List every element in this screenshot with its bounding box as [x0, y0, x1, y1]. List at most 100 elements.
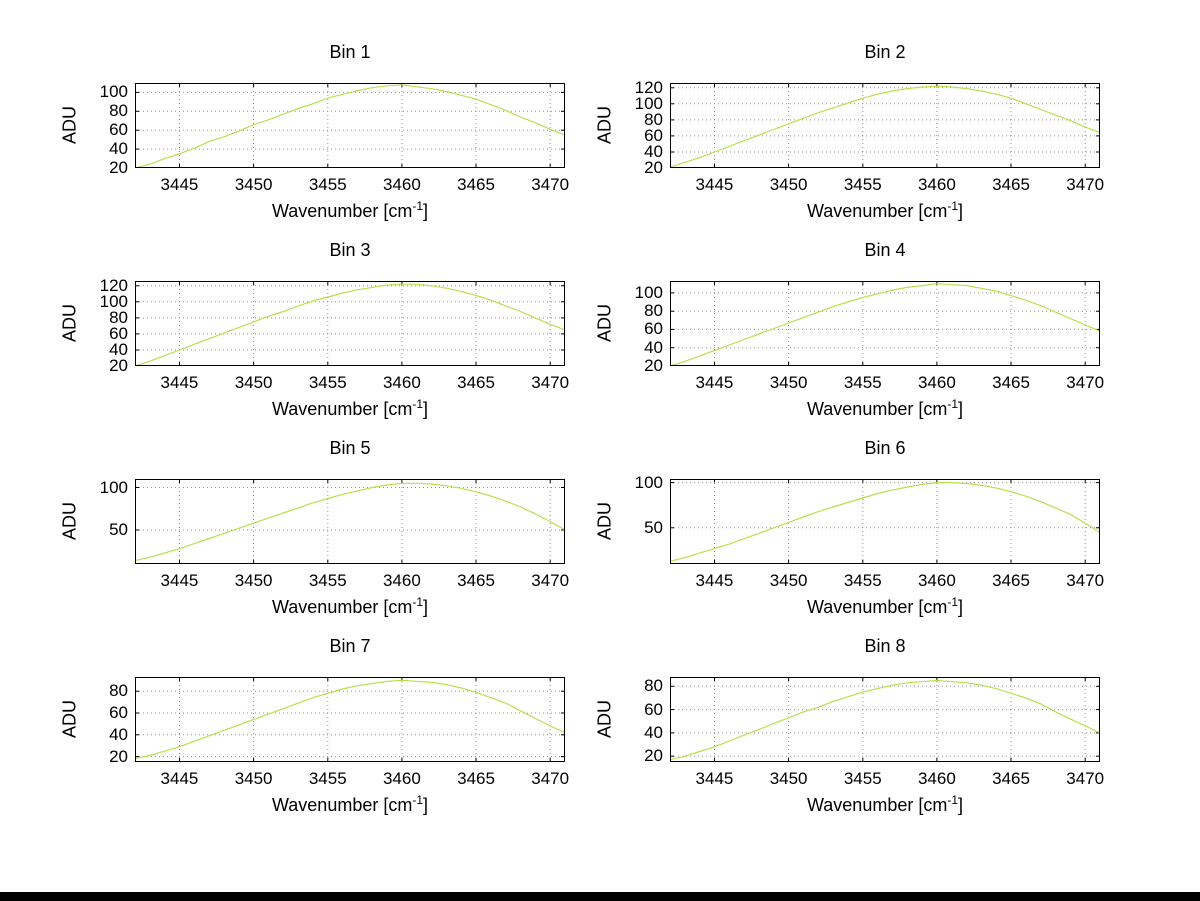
x-axis-label: Wavenumber [cm-1] — [806, 793, 964, 815]
x-tick-label: 3450 — [234, 571, 273, 590]
x-tick-label: 3470 — [531, 373, 570, 392]
y-tick-label: 40 — [109, 339, 128, 359]
x-tick-label: 3465 — [457, 571, 495, 590]
x-tick-label: 3455 — [843, 373, 882, 392]
y-tick-label: 100 — [634, 93, 663, 113]
x-tick-labels: 3445 3450 3455 3460 3465 3470 — [135, 373, 570, 393]
x-tick-label: 3445 — [695, 373, 734, 392]
y-tick-label: 40 — [109, 724, 128, 744]
y-tick-label: 60 — [644, 319, 663, 339]
plot-title: Bin 1 — [329, 42, 371, 62]
y-tick-labels: 50 100 — [575, 473, 663, 564]
y-tick-label: 20 — [644, 158, 663, 177]
x-tick-label: 3445 — [695, 571, 734, 590]
y-tick-labels: 20 40 60 80 100 — [40, 82, 128, 177]
x-tick-label: 3465 — [457, 175, 495, 194]
y-tick-label: 80 — [109, 681, 128, 701]
x-tick-labels: 3445 3450 3455 3460 3465 3470 — [135, 769, 570, 789]
plot-area — [135, 677, 565, 762]
x-tick-label: 3470 — [1066, 373, 1105, 392]
y-tick-label: 100 — [99, 291, 128, 311]
y-tick-labels: 20 40 60 80 — [40, 677, 128, 765]
y-tick-label: 120 — [99, 275, 128, 295]
y-tick-labels: 50 100 — [40, 477, 128, 564]
x-tick-label: 3460 — [917, 373, 956, 392]
plot-title: Bin 6 — [864, 438, 906, 458]
x-tick-label: 3470 — [531, 175, 570, 194]
x-axis-label: Wavenumber [cm-1] — [271, 595, 429, 617]
x-tick-label: 3450 — [769, 373, 808, 392]
y-tick-label: 20 — [109, 356, 128, 375]
x-tick-label: 3465 — [457, 769, 495, 788]
x-tick-label: 3465 — [992, 175, 1030, 194]
y-tick-label: 100 — [99, 82, 128, 102]
subplot-bin-2: Bin 2 ADU 20 40 60 80 100 120 3445 3450 3455 346… — [575, 38, 1135, 238]
y-tick-label: 20 — [644, 356, 663, 375]
x-tick-label: 3450 — [769, 175, 808, 194]
subplot-bin-4: Bin 4 ADU 20 40 60 80 100 3445 3450 3455 3460 34… — [575, 236, 1135, 436]
y-tick-labels: 20 40 60 80 — [575, 676, 663, 766]
x-tick-label: 3465 — [992, 373, 1030, 392]
x-tick-label: 3445 — [160, 175, 199, 194]
y-tick-label: 20 — [644, 746, 663, 766]
x-tick-labels: 3445 3450 3455 3460 3465 3470 — [670, 373, 1105, 393]
x-tick-label: 3460 — [382, 175, 421, 194]
x-tick-label: 3470 — [1066, 571, 1105, 590]
x-tick-label: 3460 — [382, 571, 421, 590]
x-tick-labels: 3445 3450 3455 3460 3465 3470 — [670, 571, 1105, 591]
x-tick-label: 3455 — [308, 373, 347, 392]
x-tick-labels: 3445 3450 3455 3460 3465 3470 — [135, 175, 570, 195]
y-tick-labels: 20 40 60 80 100 120 — [40, 276, 128, 374]
y-tick-label: 40 — [644, 337, 663, 357]
y-tick-label: 80 — [109, 101, 128, 121]
subplot-bin-3: Bin 3 ADU 20 40 60 80 100 120 3445 3450 3455 346… — [40, 236, 600, 436]
x-tick-label: 3455 — [308, 769, 347, 788]
x-tick-label: 3465 — [457, 373, 495, 392]
plot-title: Bin 8 — [864, 636, 906, 656]
x-tick-label: 3445 — [160, 373, 199, 392]
x-tick-labels: 3445 3450 3455 3460 3465 3470 — [670, 175, 1105, 195]
x-tick-labels: 3445 3450 3455 3460 3465 3470 — [135, 571, 570, 591]
x-tick-label: 3455 — [843, 571, 882, 590]
y-tick-label: 80 — [109, 307, 128, 327]
x-tick-label: 3445 — [160, 571, 199, 590]
plot-title: Bin 4 — [864, 240, 906, 260]
y-tick-label: 40 — [644, 141, 663, 161]
x-axis-label: Wavenumber [cm-1] — [271, 397, 429, 419]
x-axis-label: Wavenumber [cm-1] — [806, 595, 964, 617]
subplot-bin-8: Bin 8 ADU 20 40 60 80 3445 3450 3455 3460 3465 3… — [575, 632, 1135, 832]
y-tick-label: 60 — [109, 702, 128, 722]
x-tick-label: 3445 — [695, 769, 734, 788]
y-tick-label: 40 — [109, 139, 128, 159]
x-tick-label: 3455 — [843, 769, 882, 788]
x-axis-label: Wavenumber [cm-1] — [271, 199, 429, 221]
y-tick-label: 80 — [644, 301, 663, 321]
y-tick-label: 20 — [109, 158, 128, 177]
subplot-bin-7: Bin 7 ADU 20 40 60 80 3445 3450 3455 3460 3465 3… — [40, 632, 600, 832]
y-tick-label: 60 — [644, 699, 663, 719]
x-tick-label: 3470 — [1066, 769, 1105, 788]
x-tick-label: 3450 — [769, 571, 808, 590]
window-bottom-edge — [0, 892, 1200, 901]
x-tick-labels: 3445 3450 3455 3460 3465 3470 — [670, 769, 1105, 789]
x-tick-label: 3455 — [843, 175, 882, 194]
plot-area — [135, 479, 565, 564]
x-tick-label: 3460 — [917, 769, 956, 788]
y-tick-label: 40 — [644, 722, 663, 742]
x-tick-label: 3465 — [992, 571, 1030, 590]
y-tick-label: 100 — [634, 472, 663, 492]
x-tick-label: 3465 — [992, 769, 1030, 788]
y-tick-labels: 20 40 60 80 100 120 — [575, 78, 663, 176]
x-tick-label: 3450 — [769, 769, 808, 788]
y-tick-label: 100 — [634, 282, 663, 302]
y-tick-label: 50 — [109, 520, 128, 539]
y-tick-label: 100 — [99, 477, 128, 497]
y-tick-label: 80 — [644, 676, 663, 696]
plot-area — [670, 281, 1100, 366]
y-tick-label: 60 — [109, 323, 128, 343]
y-tick-labels: 20 40 60 80 100 — [575, 281, 663, 374]
x-tick-label: 3470 — [531, 571, 570, 590]
plot-title: Bin 2 — [864, 42, 906, 62]
plot-title: Bin 7 — [329, 636, 371, 656]
x-tick-label: 3470 — [531, 769, 570, 788]
